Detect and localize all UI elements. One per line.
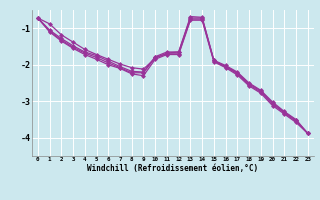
X-axis label: Windchill (Refroidissement éolien,°C): Windchill (Refroidissement éolien,°C) (87, 164, 258, 173)
